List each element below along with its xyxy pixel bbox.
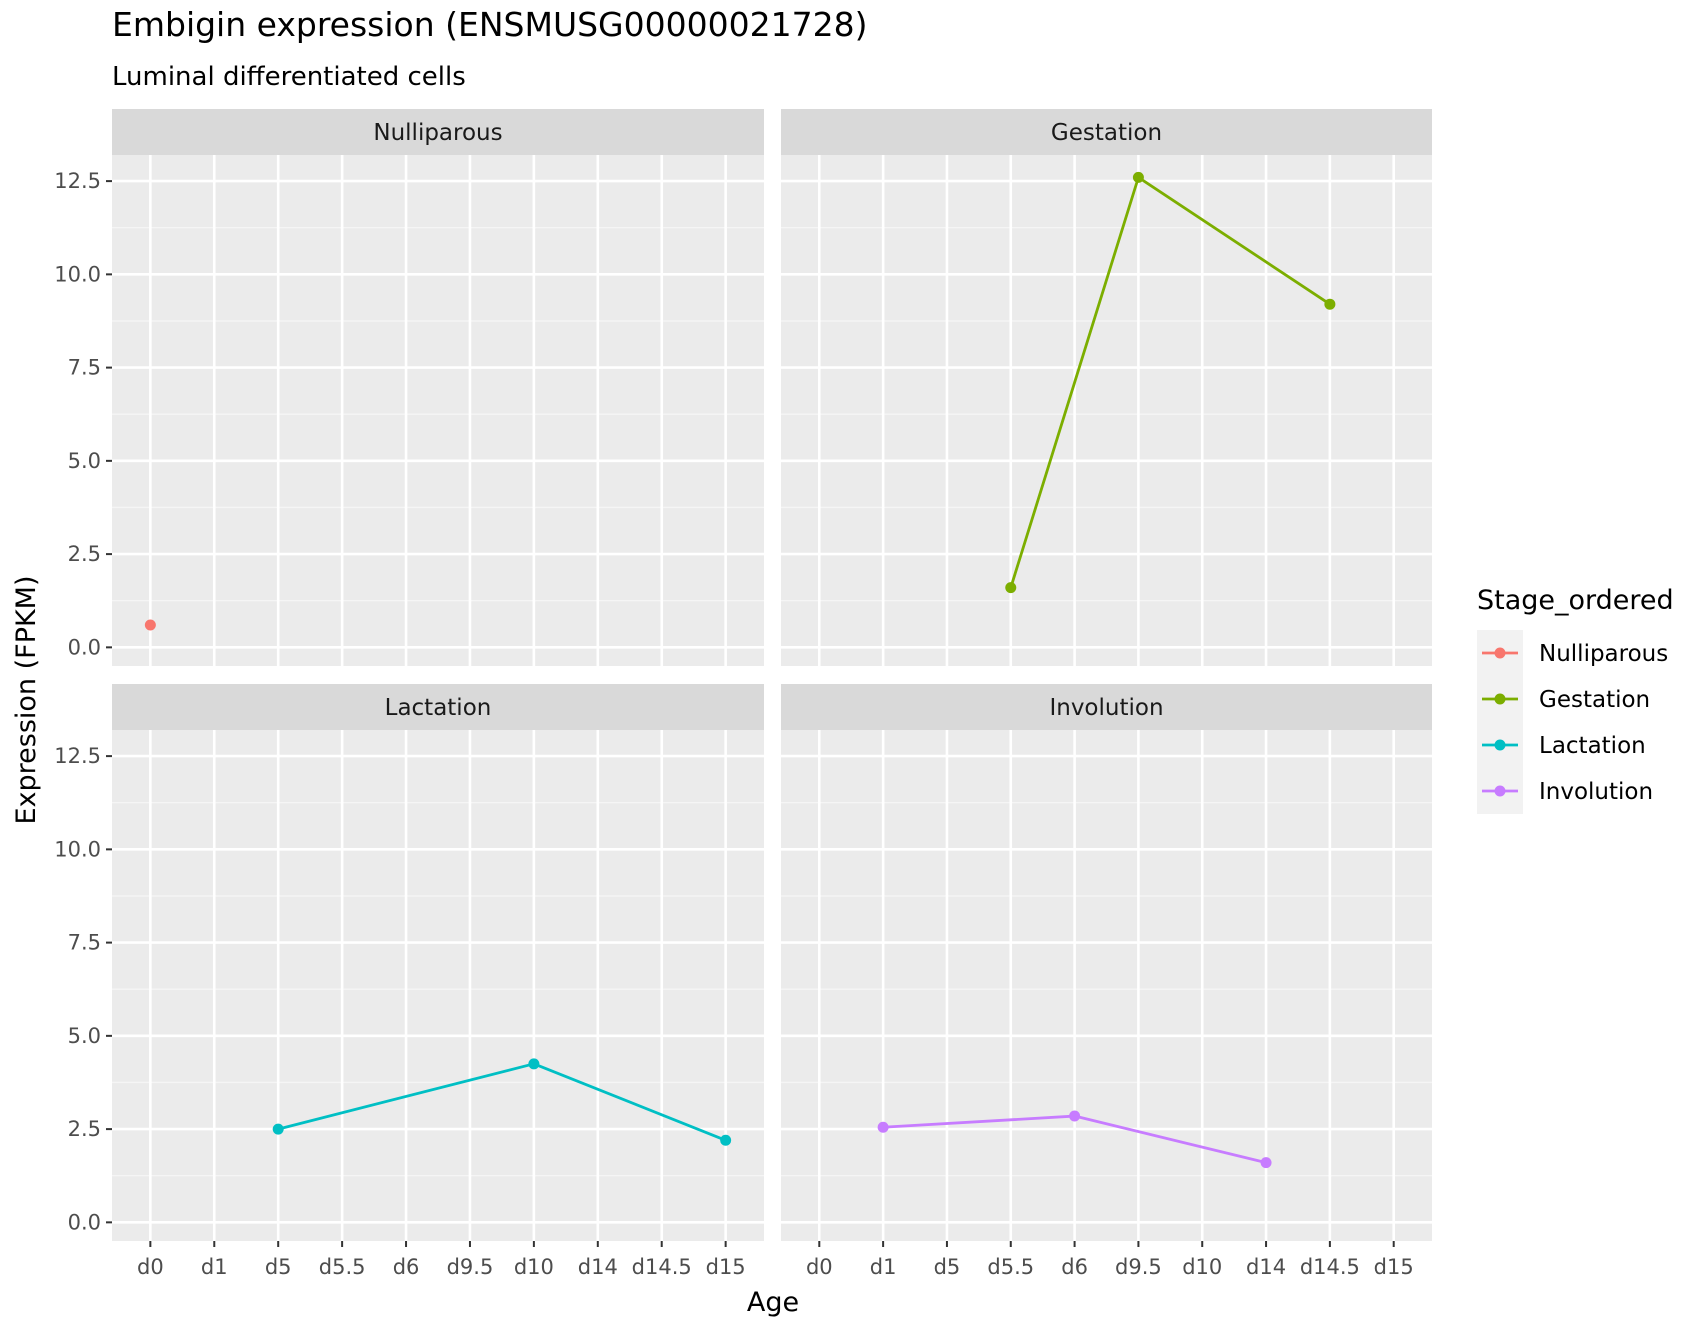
x-tick-label: d0 <box>806 1255 833 1279</box>
y-tick-label: 12.5 <box>54 169 101 193</box>
x-tick-label: d15 <box>706 1255 746 1279</box>
legend-key-background <box>1477 630 1523 814</box>
data-point-nulliparous-d0 <box>144 619 156 631</box>
x-tick-label: d5 <box>934 1255 961 1279</box>
x-tick-label: d14.5 <box>1300 1255 1360 1279</box>
strip-lactation <box>112 684 764 730</box>
legend-key-point-gestation <box>1494 693 1506 705</box>
y-tick-label: 5.0 <box>68 1024 101 1048</box>
y-tick-label: 10.0 <box>54 262 101 286</box>
data-point-involution-d6 <box>1069 1110 1081 1122</box>
legend-key-point-lactation <box>1494 739 1506 751</box>
legend-key-point-nulliparous <box>1494 647 1506 659</box>
strip-gestation <box>781 109 1432 155</box>
strip-nulliparous <box>112 109 764 155</box>
x-tick-label: d10 <box>514 1255 554 1279</box>
data-point-involution-d14 <box>1260 1157 1272 1169</box>
legend-label-nulliparous: Nulliparous <box>1539 641 1668 667</box>
data-point-gestation-d5.5 <box>1005 582 1017 594</box>
x-tick-label: d0 <box>137 1255 164 1279</box>
data-point-lactation-d15 <box>720 1134 732 1146</box>
panel-nulliparous: Nulliparous 0.0 2.5 5.0 7.5 10.0 12.5 <box>54 109 764 666</box>
strip-label-lactation: Lactation <box>385 695 492 721</box>
y-tick-label: 7.5 <box>68 356 101 380</box>
x-tick-label: d9.5 <box>1115 1255 1162 1279</box>
y-tick-label: 5.0 <box>68 449 101 473</box>
data-point-lactation-d10 <box>528 1058 540 1070</box>
x-tick-label: d14.5 <box>632 1255 692 1279</box>
data-point-lactation-d5 <box>272 1123 284 1135</box>
x-tick-label: d1 <box>201 1255 228 1279</box>
y-tick-label: 2.5 <box>68 1117 101 1141</box>
y-tick-label: 7.5 <box>68 931 101 955</box>
legend-key-point-involution <box>1494 785 1506 797</box>
strip-label-nulliparous: Nulliparous <box>373 120 502 146</box>
data-point-gestation-d14.5 <box>1324 298 1336 310</box>
panel-involution: Involution d0 d1 d5 d5.5 d6 d9.5 d10 d14 d14.5 d15 <box>781 684 1432 1279</box>
x-tick-label: d6 <box>393 1255 420 1279</box>
strip-label-involution: Involution <box>1049 695 1163 721</box>
x-tick-label: d10 <box>1182 1255 1222 1279</box>
data-point-involution-d1 <box>877 1121 889 1133</box>
y-tick-label: 2.5 <box>68 542 101 566</box>
legend-title: Stage_ordered <box>1477 585 1674 616</box>
strip-label-gestation: Gestation <box>1051 120 1162 146</box>
x-tick-label: d1 <box>870 1255 897 1279</box>
panel-background <box>112 730 764 1241</box>
panel-background <box>112 155 764 666</box>
legend-label-gestation: Gestation <box>1539 687 1650 713</box>
panel-background <box>781 155 1432 666</box>
x-tick-label: d9.5 <box>447 1255 494 1279</box>
panel-lactation: Lactation 0.0 2.5 5.0 7.5 10.0 12.5 d0 d1 d5 d5.5 d… <box>54 684 764 1279</box>
x-tick-label: d14 <box>578 1255 618 1279</box>
strip-involution <box>781 684 1432 730</box>
chart-subtitle: Luminal differentiated cells <box>112 62 466 92</box>
x-tick-label: d5.5 <box>319 1255 366 1279</box>
panel-background <box>781 730 1432 1241</box>
panel-gestation: Gestation <box>781 109 1432 666</box>
x-axis-title: Age <box>747 1287 799 1318</box>
x-tick-label: d6 <box>1061 1255 1088 1279</box>
legend-label-involution: Involution <box>1539 779 1653 805</box>
y-tick-label: 12.5 <box>54 744 101 768</box>
facet-panels: Nulliparous 0.0 2.5 5.0 7.5 10.0 12.5 Gestation… <box>54 109 1432 1279</box>
chart-title: Embigin expression (ENSMUSG00000021728) <box>112 5 867 44</box>
y-tick-label: 0.0 <box>68 635 101 659</box>
x-tick-label: d5.5 <box>987 1255 1034 1279</box>
x-tick-label: d15 <box>1374 1255 1414 1279</box>
x-tick-label: d5 <box>265 1255 292 1279</box>
x-tick-label: d14 <box>1246 1255 1286 1279</box>
legend: Stage_ordered Nulliparous Gestation Lactat… <box>1477 585 1674 814</box>
y-axis-title: Expression (FPKM) <box>11 575 42 824</box>
data-point-gestation-d9.5 <box>1132 171 1144 183</box>
legend-label-lactation: Lactation <box>1539 733 1646 759</box>
y-tick-label: 0.0 <box>68 1210 101 1234</box>
y-tick-label: 10.0 <box>54 837 101 861</box>
